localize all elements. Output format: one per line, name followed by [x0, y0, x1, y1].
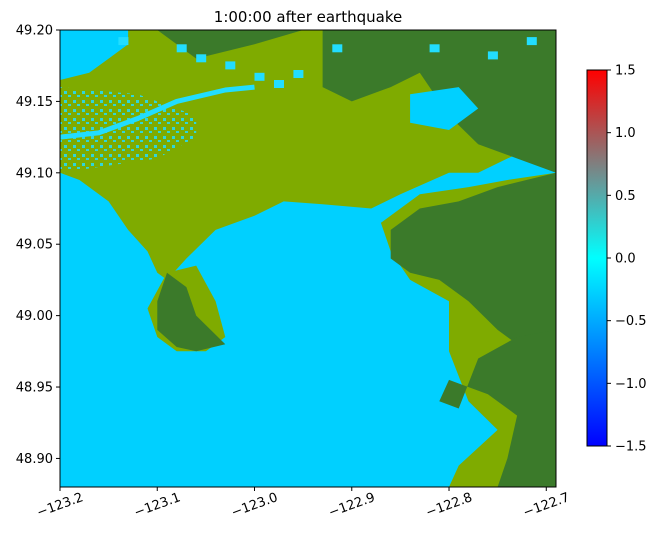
fraser-river	[60, 84, 255, 140]
region-water-8	[410, 87, 479, 130]
coast-cell-3	[225, 61, 236, 70]
y-tick-label: 48.95	[16, 381, 53, 396]
x-tick-label: −123.2	[35, 490, 85, 521]
y-tick-label: 49.20	[16, 24, 53, 39]
coast-cell-0	[118, 37, 129, 46]
coast-cell-4	[254, 72, 265, 81]
coast-cell-10	[526, 37, 537, 46]
y-tick-label: 48.90	[16, 452, 53, 467]
region-upland-2	[157, 272, 226, 352]
y-tick-label: 49.05	[16, 238, 53, 253]
x-tick-label: −122.8	[424, 490, 474, 521]
coast-cell-2	[196, 54, 207, 63]
x-tick-label: −123.0	[230, 490, 280, 521]
colorbar-tick-label: −1.5	[615, 440, 647, 455]
y-tick-label: 49.00	[16, 309, 53, 324]
coast-cell-8	[429, 44, 440, 53]
colorbar-tick-label: 1.0	[615, 126, 636, 141]
coast-cell-7	[332, 44, 343, 53]
x-axis: −123.2 −123.1 −123.0 −122.9 −122.8 −122.7	[35, 487, 572, 521]
coast-cell-6	[293, 70, 304, 78]
colorbar-tick-label: 1.5	[615, 64, 636, 79]
colorbar-gradient	[586, 69, 608, 447]
chart-title: 1:00:00 after earthquake	[214, 8, 402, 26]
region-water-9	[60, 30, 129, 80]
y-axis: 48.90 48.95 49.00 49.05 49.10 49.15 49.20	[16, 24, 60, 467]
colorbar-tick-label: 0.0	[615, 252, 636, 267]
region-upland-5	[439, 329, 556, 487]
plot-frame	[59, 29, 557, 488]
x-tick-label: −122.7	[521, 490, 571, 521]
coast-cell-5	[274, 80, 284, 88]
region-upland-4	[390, 172, 556, 373]
land-layer	[60, 30, 556, 487]
coast-cell-1	[176, 44, 187, 53]
y-tick-label: 49.15	[16, 95, 53, 110]
x-tick-label: −122.9	[327, 490, 377, 521]
colorbar-tick-label: −1.0	[615, 377, 647, 392]
colorbar-tick-label: −0.5	[615, 314, 647, 329]
colorbar-tick-label: 0.5	[615, 189, 636, 204]
heatmap-plot	[60, 30, 556, 487]
coast-cell-9	[487, 51, 498, 60]
y-tick-label: 49.10	[16, 166, 53, 181]
x-tick-label: −123.1	[132, 490, 182, 521]
colorbar-ticks: −1.5 −1.0 −0.5 0.0 0.5 1.0 1.5	[607, 64, 647, 455]
colorbar: −1.5 −1.0 −0.5 0.0 0.5 1.0 1.5	[586, 64, 647, 455]
